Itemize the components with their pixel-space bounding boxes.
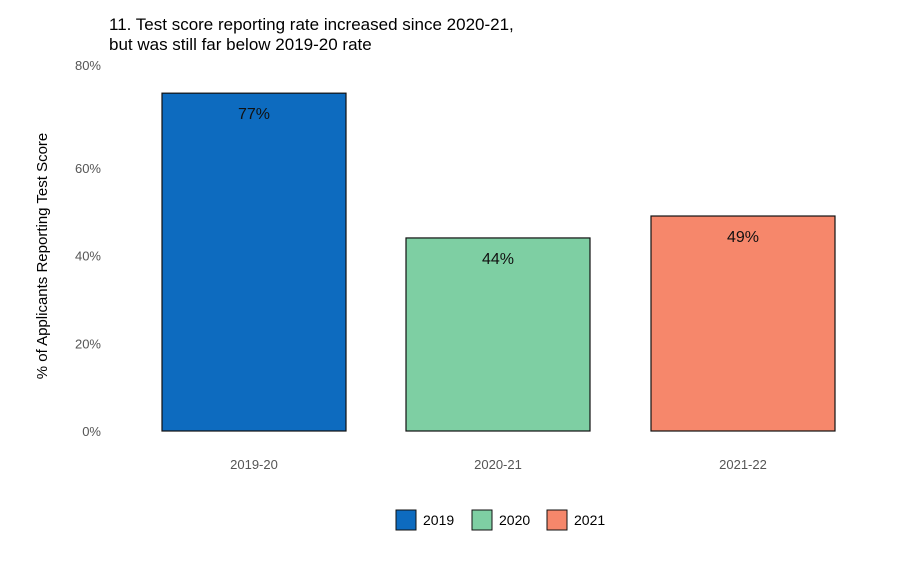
legend-swatch-2019 [395,509,417,531]
x-axis-ticks: 2019-20 2020-21 2021-22 [230,457,767,472]
data-labels: 77% 44% 49% [238,106,759,268]
data-label-2021-22: 49% [727,229,759,246]
chart-title: 11. Test score reporting rate increased … [109,15,514,54]
y-axis-ticks: 0% 20% 40% 60% 80% [75,58,101,439]
data-label-2019-20: 77% [238,106,270,123]
data-label-2020-21: 44% [482,251,514,268]
x-tick-label-2021-22: 2021-22 [719,457,767,472]
legend-label-2021: 2021 [574,512,605,528]
bars [161,92,836,432]
chart-title-line-2: but was still far below 2019-20 rate [109,35,372,54]
x-tick-label-2020-21: 2020-21 [474,457,522,472]
y-tick-label: 0% [82,424,101,439]
bar-2020-21 [405,237,591,432]
y-axis-title: % of Applicants Reporting Test Score [34,133,51,380]
legend: 2019 2020 2021 [395,509,605,531]
bar-2019-20 [161,92,347,432]
x-tick-label-2019-20: 2019-20 [230,457,278,472]
legend-swatch-2020 [471,509,493,531]
legend-swatch-2021 [546,509,568,531]
chart-title-line-1: 11. Test score reporting rate increased … [109,15,514,34]
y-tick-label: 80% [75,58,101,73]
y-tick-label: 60% [75,161,101,176]
y-tick-label: 20% [75,336,101,351]
legend-label-2019: 2019 [423,512,454,528]
bar-2021-22 [650,215,836,432]
legend-label-2020: 2020 [499,512,530,528]
y-tick-label: 40% [75,249,101,264]
